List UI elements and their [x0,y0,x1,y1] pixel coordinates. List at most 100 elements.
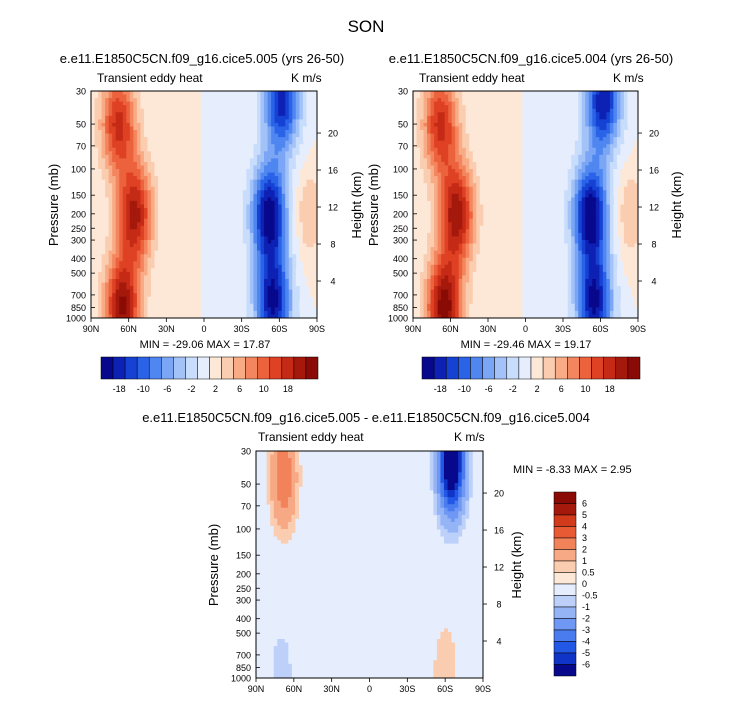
p2-field-cell [493,115,498,120]
p1-field-cell [249,161,254,166]
p1-field-cell [271,275,276,280]
p2-field-cell [606,169,611,173]
p2-field-cell [574,115,579,120]
p1-field-cell [122,151,127,156]
p2-field-cell [599,147,604,152]
p1-field-cell [256,197,261,202]
p1-field-cell [186,261,191,266]
p2-field-cell [479,190,484,195]
p1-field-cell [193,208,198,212]
p2-field-cell [511,190,516,195]
p1-field-cell [126,229,131,234]
p1-field-cell [285,257,290,262]
p1-field-cell [175,229,180,234]
p1-field-cell [143,140,148,145]
p1-field-cell [172,239,177,244]
p1-field-cell [175,108,180,113]
p1-field-cell [119,186,124,191]
p1-field-cell [260,172,265,177]
p2-field-cell [578,176,583,181]
p1-field-cell [126,137,131,142]
p1-field-cell [147,264,152,269]
p1-field-cell [264,289,268,294]
p2-field-cell [606,94,611,99]
p1-field-cell [264,296,268,301]
p2-field-cell [423,161,428,166]
p1-field-cell [179,154,184,159]
p1-field-cell [302,133,307,138]
p2-field-cell [479,101,484,106]
p2-field-cell [448,126,453,131]
p1-field-cell [91,232,95,237]
p2-field-cell [416,122,421,127]
p2-field-cell [507,133,512,138]
p1-field-cell [143,122,148,127]
p1-field-cell [140,300,145,305]
p2-field-cell [458,91,463,95]
p1-field-cell [182,172,187,177]
colorbar-swatch [269,356,283,380]
colorbar-swatch [281,356,295,380]
p1-field-cell [288,307,293,312]
p1-field-cell [309,232,314,237]
p2-field-cell [627,211,632,216]
pressure-tick-label: 50 [76,120,86,130]
p1-field-cell [242,261,247,266]
p2-field-cell [574,126,579,131]
p1-field-cell [101,268,106,273]
p1-field-cell [147,310,152,315]
p1-field-cell [253,161,258,166]
p1-field-cell [196,303,201,308]
p1-field-cell [264,200,268,205]
p1-field-cell [158,239,163,244]
p2-field-cell [567,158,572,163]
p1-field-cell [133,98,138,103]
p1-field-cell [115,154,120,159]
p2-field-cell [514,208,519,212]
p2-field-cell [511,130,516,134]
p1-field-cell [98,158,102,163]
p1-field-cell [126,250,131,255]
p1-field-cell [129,137,134,142]
p1-field-cell [278,172,283,177]
p1-field-cell [306,186,311,191]
p2-field-cell [444,169,449,173]
p1-field-cell [126,239,131,244]
p2-field-cell [518,91,523,95]
p1-field-cell [94,122,99,127]
p1-field-cell [179,293,184,298]
p2-field-cell [465,193,470,198]
p2-field-cell [486,91,491,95]
p1-field-cell [182,250,187,255]
p1-field-cell [295,190,300,195]
p1-field-cell [161,179,166,184]
p1-field-cell [179,137,184,142]
p2-field-cell [472,200,477,205]
p1-field-cell [147,229,152,234]
p1-field-cell [271,236,276,241]
p1-field-cell [91,119,95,124]
p1-field-cell [119,296,124,301]
p2-field-cell [486,172,491,177]
p1-field-cell [271,161,276,166]
p2-field-cell [507,186,512,191]
p2-field-cell [455,154,460,159]
p1-field-cell [288,176,293,181]
p1-field-cell [140,183,145,188]
p1-field-cell [271,101,276,106]
p2-field-cell [469,94,474,99]
p2-field-cell [507,147,512,152]
p2-field-cell [518,158,523,163]
p1-field-cell [147,165,152,170]
p1-field-cell [302,264,307,269]
p1-field-cell [196,165,201,170]
p1-field-cell [108,200,113,205]
p1-field-cell [256,257,261,262]
p1-field-cell [267,204,272,209]
p1-field-cell [98,204,102,209]
p1-field-cell [246,257,251,262]
p1-field-cell [271,126,276,131]
p1-field-cell [281,314,286,319]
p1-field-cell [267,307,272,312]
p2-field-cell [448,172,453,177]
